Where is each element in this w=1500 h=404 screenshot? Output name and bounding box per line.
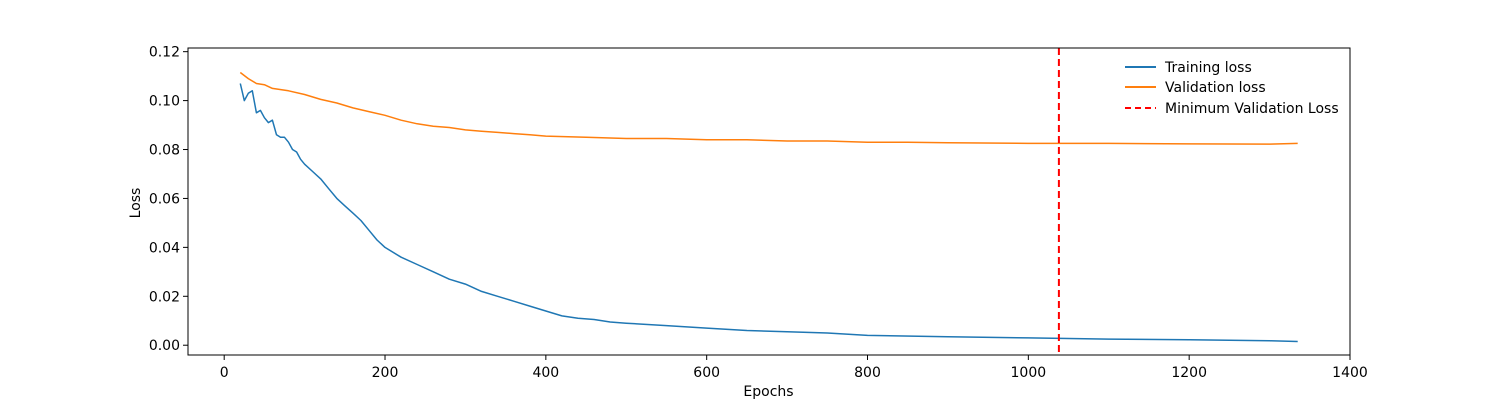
y-tick-label: 0.06 (149, 191, 180, 207)
x-axis-label: Epochs (743, 384, 793, 400)
x-tick-label: 1400 (1332, 365, 1368, 381)
y-tick-label: 0.10 (149, 94, 180, 110)
x-tick-label: 400 (532, 365, 559, 381)
legend-validation-label: Validation loss (1165, 80, 1266, 96)
x-tick-label: 1200 (1171, 365, 1207, 381)
y-tick-label: 0.12 (149, 45, 180, 61)
y-tick-label: 0.08 (149, 143, 180, 159)
plot-frame (187, 47, 1351, 356)
y-tick-label: 0.00 (149, 338, 180, 354)
x-tick-label: 600 (693, 365, 720, 381)
x-tick-label: 1000 (1011, 365, 1047, 381)
x-tick-label: 800 (854, 365, 881, 381)
legend: Training loss Validation loss Minimum Va… (1125, 60, 1339, 117)
plot-layer (239, 48, 1298, 355)
axes-layer: 0 200 400 600 800 1000 1200 1400 0.00 0.02 0.04 0.0… (149, 45, 1368, 381)
y-axis-label: Loss (128, 188, 144, 219)
series-line-training (239, 83, 1298, 343)
y-tick-label: 0.02 (149, 289, 180, 305)
x-tick-label: 200 (372, 365, 399, 381)
y-tick-label: 0.04 (149, 240, 180, 256)
legend-min-val-label: Minimum Validation Loss (1165, 101, 1339, 117)
legend-training-label: Training loss (1164, 60, 1252, 76)
x-tick-label: 0 (220, 365, 229, 381)
series-line-validation (239, 71, 1298, 145)
